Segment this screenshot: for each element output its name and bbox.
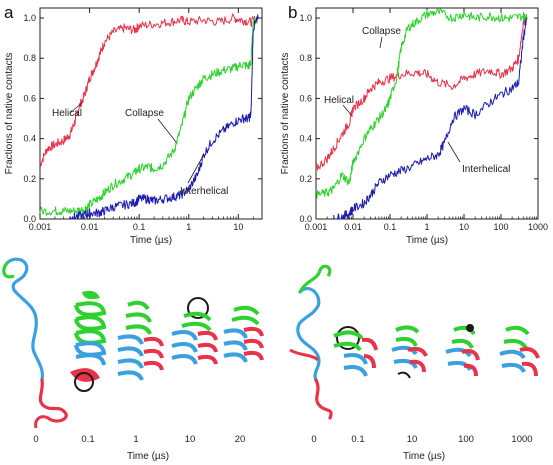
y-tick-label: 0.0 [23, 214, 36, 224]
annotation-leader [157, 118, 177, 143]
structure-right-t100 [445, 324, 480, 377]
annotation-leader [447, 141, 461, 163]
plot-frame [315, 7, 539, 220]
series-line-helical [315, 13, 528, 171]
y-tick-label: 0.4 [23, 134, 36, 144]
annotation-leader [69, 101, 84, 114]
x-tick-label: 10 [233, 222, 243, 232]
struct-label-left-0: 0 [33, 434, 38, 445]
struct-label-right-1: 0.1 [351, 434, 364, 445]
x-tick-label: 0.001 [29, 222, 52, 232]
y-tick-label: 0.6 [299, 93, 312, 103]
x-axis-title: Time (µs) [406, 235, 448, 246]
protein-structure-illustrations: 0 0.1 1 10 20 Time (µs) 0 0.1 10 100 100… [2, 257, 540, 462]
y-tick-label: 0.0 [299, 214, 312, 224]
x-tick-label: 0.01 [81, 222, 99, 232]
plot-frame [39, 7, 263, 220]
x-tick-label: 1000 [528, 222, 548, 232]
structure-right-t1000 [499, 325, 540, 377]
annotation-leader [379, 36, 383, 49]
structure-right-t0 [289, 264, 333, 420]
chart-panel-b: 0.0 0.2 0.4 0.6 0.8 1.0 0.001 0.01 0.1 1 10 100 1000… [280, 7, 548, 246]
series-line-interhelical [69, 14, 259, 220]
struct-label-left-2: 1 [133, 434, 138, 445]
y-tick-label: 0.4 [299, 134, 312, 144]
annotation-leader [342, 104, 353, 117]
struct-label-left-4: 20 [235, 434, 246, 445]
struct-label-right-0: 0 [311, 434, 316, 445]
annotation-collapse: Collapse [125, 108, 164, 119]
x-tick-label: 0.01 [344, 222, 362, 232]
y-tick-label: 1.0 [299, 13, 312, 23]
x-tick-label: 10 [459, 222, 469, 232]
x-tick-label: 0.001 [305, 222, 328, 232]
structure-left-t1 [117, 300, 164, 381]
y-tick-label: 0.8 [23, 53, 36, 63]
y-tick-label: 0.8 [299, 53, 312, 63]
y-tick-label: 0.2 [299, 174, 312, 184]
y-axis-title: Fractions of native contacts [280, 53, 291, 175]
structure-left-t10 [171, 297, 218, 365]
struct-xlabel-left: Time (µs) [127, 451, 169, 462]
series-line-interhelical [333, 17, 528, 220]
annotation-interhelical: Interhelical [462, 164, 510, 175]
series-line-collapse [315, 8, 528, 200]
structure-right-t10 [391, 325, 428, 379]
annotation-helical: Helical [52, 108, 82, 119]
struct-label-left-3: 10 [185, 434, 196, 445]
annotation-collapse: Collapse [362, 26, 401, 37]
struct-label-right-3: 100 [458, 434, 474, 445]
x-tick-label: 100 [493, 222, 508, 232]
y-axis-title: Fractions of native contacts [4, 53, 15, 175]
x-tick-label: 1 [424, 222, 429, 232]
structure-left-t20 [223, 305, 264, 363]
structure-left-t0.1 [70, 290, 107, 392]
annotation-helical: Helical [324, 95, 354, 106]
struct-label-left-1: 0.1 [81, 434, 94, 445]
x-tick-label: 0.1 [384, 222, 397, 232]
structure-left-t0 [2, 257, 68, 429]
annotation-leader [187, 155, 204, 184]
y-tick-label: 0.6 [23, 93, 36, 103]
y-tick-label: 0.2 [23, 174, 36, 184]
struct-xlabel-right: Time (µs) [403, 451, 445, 462]
chart-panel-a: 0.0 0.2 0.4 0.6 0.8 1.0 0.001 0.01 0.1 1 10 Time (µ… [4, 7, 263, 246]
structure-right-t0.1 [333, 326, 378, 377]
struct-label-right-4: 1000 [511, 434, 532, 445]
x-tick-label: 0.1 [133, 222, 146, 232]
y-tick-label: 1.0 [23, 13, 36, 23]
annotation-interhelical: Interhelical [180, 186, 228, 197]
series-line-helical [39, 13, 259, 167]
x-tick-label: 1 [186, 222, 191, 232]
panel-letter-a: a [4, 3, 14, 22]
struct-label-right-2: 10 [407, 434, 418, 445]
x-axis-title: Time (µs) [130, 235, 172, 246]
panel-letter-b: b [288, 3, 297, 22]
series-line-collapse [39, 15, 259, 216]
